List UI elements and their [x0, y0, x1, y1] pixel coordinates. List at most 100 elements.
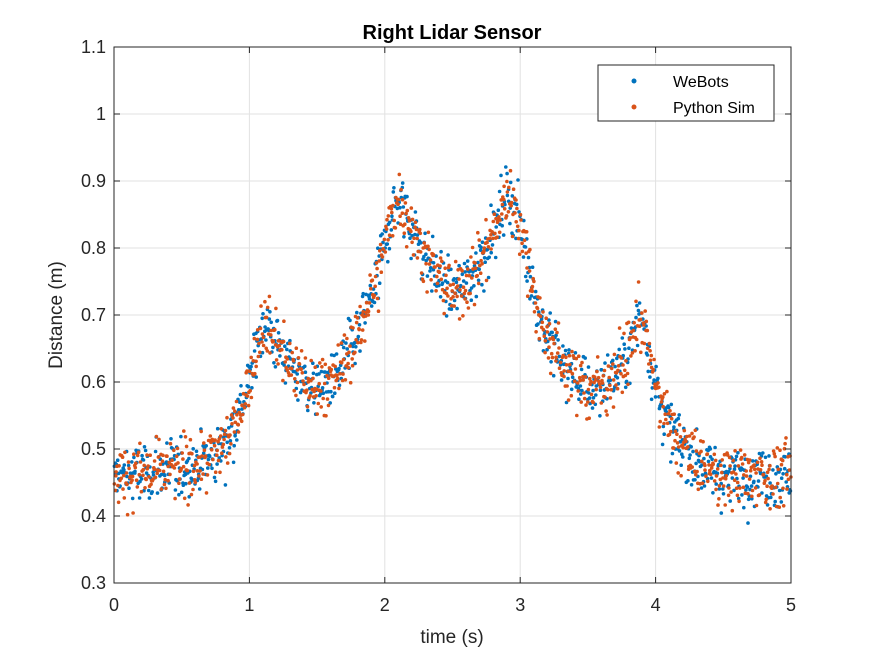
data-point — [343, 378, 348, 382]
data-point — [277, 343, 282, 348]
data-point — [623, 368, 627, 373]
data-point — [413, 210, 418, 214]
data-point — [187, 495, 191, 499]
data-point — [372, 293, 377, 298]
data-point — [378, 242, 383, 247]
data-point — [454, 280, 459, 285]
data-point — [642, 323, 646, 327]
x-tick-label: 0 — [109, 595, 119, 615]
data-point — [130, 478, 134, 483]
data-point — [356, 340, 360, 345]
data-point — [127, 486, 131, 491]
data-point — [695, 469, 699, 474]
x-tick-label: 2 — [380, 595, 390, 615]
data-point — [200, 454, 204, 458]
data-point — [545, 330, 550, 334]
data-point — [764, 497, 768, 502]
data-point — [676, 445, 681, 449]
data-point — [143, 486, 147, 490]
data-point — [166, 478, 170, 483]
data-point — [497, 230, 502, 235]
data-point — [283, 344, 287, 349]
data-point — [788, 489, 793, 493]
data-point — [736, 496, 741, 501]
data-point — [403, 201, 408, 205]
data-point — [426, 244, 430, 249]
data-point — [529, 294, 534, 298]
data-point — [263, 325, 267, 329]
data-point — [179, 490, 184, 495]
data-point — [204, 491, 209, 495]
data-point — [155, 471, 159, 476]
data-point — [713, 445, 717, 450]
data-point — [723, 476, 728, 481]
data-point — [557, 346, 561, 350]
data-point — [720, 458, 724, 462]
data-point — [584, 403, 588, 407]
data-point — [599, 368, 604, 372]
data-point — [400, 211, 405, 215]
data-point — [673, 429, 678, 434]
data-point — [157, 437, 161, 442]
data-point — [300, 371, 305, 375]
data-point — [264, 315, 269, 320]
data-point — [281, 378, 285, 383]
data-point — [661, 404, 665, 409]
data-point — [229, 413, 234, 417]
data-point — [457, 277, 461, 281]
data-point — [493, 231, 497, 236]
data-point — [430, 289, 434, 293]
data-point — [493, 255, 498, 260]
data-point — [302, 382, 306, 387]
data-point — [147, 475, 151, 479]
data-point — [519, 218, 523, 222]
data-point — [596, 375, 601, 380]
data-point — [586, 365, 591, 369]
data-point — [193, 480, 198, 485]
data-point — [733, 464, 737, 468]
data-point — [260, 332, 265, 336]
data-point — [141, 473, 145, 478]
data-point — [554, 359, 558, 363]
data-point — [608, 378, 613, 383]
data-point — [358, 304, 362, 309]
data-point — [145, 466, 150, 471]
data-point — [553, 327, 558, 332]
data-point — [748, 468, 753, 473]
data-point — [645, 353, 650, 357]
data-point — [126, 460, 131, 464]
data-point — [746, 497, 751, 502]
data-point — [274, 358, 279, 362]
data-point — [609, 366, 614, 371]
data-point — [333, 364, 338, 369]
data-point — [490, 243, 495, 247]
data-point — [290, 350, 295, 355]
data-point — [213, 479, 218, 484]
data-point — [462, 291, 467, 296]
data-point — [216, 458, 221, 463]
data-point — [389, 228, 394, 232]
data-point — [509, 203, 513, 208]
data-point — [594, 378, 598, 382]
data-point — [635, 303, 639, 308]
data-point — [546, 356, 551, 360]
data-point — [450, 289, 455, 293]
data-point — [339, 341, 344, 345]
data-point — [282, 319, 286, 324]
data-point — [337, 386, 341, 391]
data-point — [599, 401, 604, 405]
data-point — [502, 197, 506, 202]
data-point — [513, 211, 517, 215]
data-point — [578, 363, 583, 368]
data-point — [515, 206, 519, 211]
data-point — [486, 275, 491, 280]
data-point — [424, 252, 428, 256]
data-point — [730, 508, 735, 513]
data-point — [387, 246, 392, 251]
data-point — [594, 387, 598, 392]
data-point — [557, 354, 562, 359]
data-point — [276, 331, 281, 335]
data-point — [459, 294, 464, 298]
data-point — [634, 315, 638, 320]
data-point — [409, 229, 413, 234]
